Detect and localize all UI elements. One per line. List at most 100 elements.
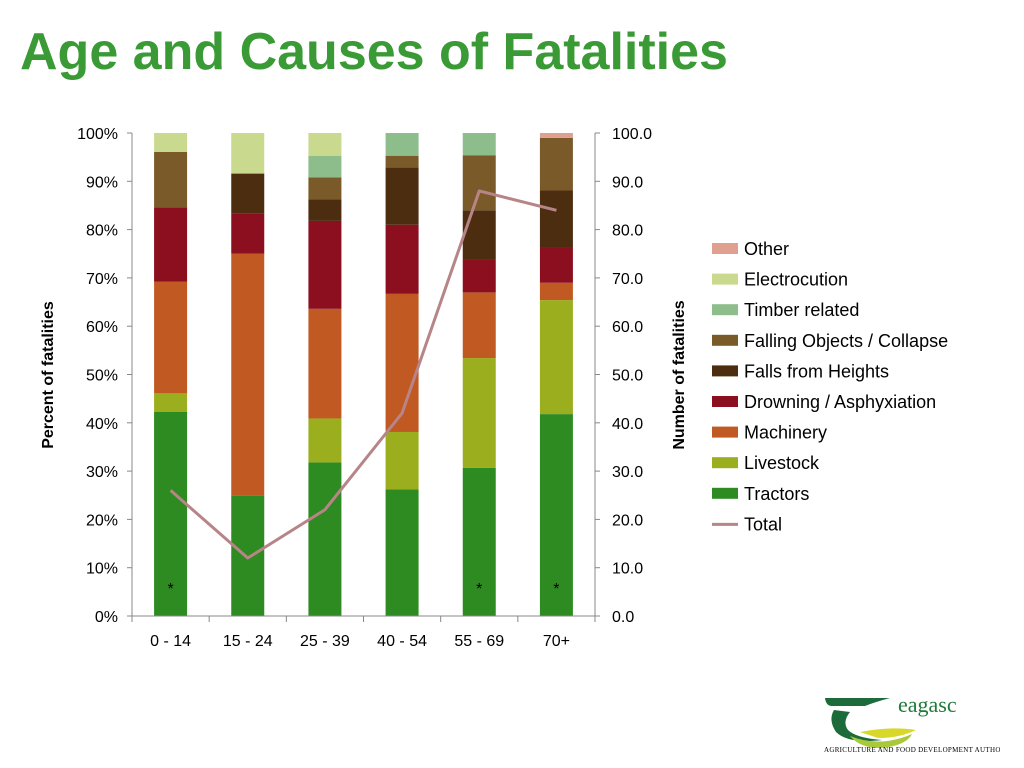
legend-label: Drowning / Asphyxiation	[744, 392, 936, 412]
bar-segment	[385, 167, 419, 225]
bars-layer	[154, 133, 573, 616]
bar-segment	[308, 155, 342, 178]
total-line	[169, 189, 557, 560]
legend-label: Machinery	[744, 423, 827, 443]
legend-swatch	[712, 304, 738, 316]
x-tick-label: 40 - 54	[377, 633, 427, 650]
right-tick-label: 0.0	[612, 609, 634, 626]
right-tick-label: 90.0	[612, 174, 643, 191]
bar-segment	[385, 155, 419, 168]
left-tick-label: 30%	[86, 464, 118, 481]
bar-segment	[462, 210, 496, 260]
left-tick-label: 90%	[86, 174, 118, 191]
x-tick-label: 25 - 39	[300, 633, 350, 650]
bar-segment	[385, 224, 419, 294]
right-tick-label: 20.0	[612, 512, 643, 529]
bar-segment	[154, 393, 188, 412]
logo-wordmark: eagasc	[898, 692, 957, 717]
legend-swatch	[712, 396, 738, 407]
right-tick-label: 10.0	[612, 561, 643, 578]
bar-segment	[462, 155, 496, 211]
legend-label: Electrocution	[744, 270, 848, 290]
bar-segment	[154, 207, 188, 282]
left-tick-label: 10%	[86, 561, 118, 578]
x-tick-label: 0 - 14	[150, 633, 191, 650]
bar-segment	[308, 220, 342, 309]
logo-swoosh-light	[850, 734, 912, 748]
annotation-marker: *	[553, 581, 559, 598]
bar-segment	[154, 133, 188, 152]
logo-swoosh-yellow	[860, 728, 916, 738]
legend-swatch	[712, 365, 738, 377]
legend-label: Other	[744, 239, 789, 259]
left-tick-label: 70%	[86, 271, 118, 288]
y-right-axis-title: Number of fatalities	[671, 300, 688, 449]
left-tick-label: 20%	[86, 512, 118, 529]
right-tick-label: 100.0	[612, 126, 652, 143]
bar-segment	[231, 173, 265, 214]
bar-segment	[385, 133, 419, 156]
legend-swatch	[712, 243, 738, 254]
legend-label: Tractors	[744, 484, 809, 504]
bar-segment	[539, 282, 573, 301]
legend-swatch	[712, 426, 738, 438]
bar-segment	[539, 190, 573, 248]
legend-label: Total	[744, 514, 782, 534]
bar-segment	[462, 259, 496, 293]
bar-segment	[462, 358, 496, 468]
right-tick-label: 70.0	[612, 271, 643, 288]
bar-segment	[154, 151, 188, 208]
x-tick-label: 70+	[543, 633, 570, 650]
left-tick-label: 40%	[86, 416, 118, 433]
bar-segment	[539, 414, 573, 616]
bar-segment	[154, 281, 188, 394]
logo-swoosh-mid	[831, 710, 882, 741]
legend-swatch	[712, 487, 738, 499]
logo-swoosh-dark	[825, 698, 890, 706]
left-tick-label: 60%	[86, 319, 118, 336]
annotation-marker: *	[167, 581, 173, 598]
legend-swatch	[712, 273, 738, 285]
legend-label: Livestock	[744, 453, 820, 473]
bar-segment	[308, 133, 342, 156]
annotation-marker: *	[476, 581, 482, 598]
bar-segment	[231, 495, 265, 616]
legend-label: Falling Objects / Collapse	[744, 331, 948, 351]
legend-swatch	[712, 334, 738, 346]
bar-segment	[154, 411, 188, 616]
x-tick-label: 55 - 69	[454, 633, 504, 650]
slide-title: Age and Causes of Fatalities	[20, 23, 728, 81]
bar-segment	[539, 300, 573, 415]
bar-segment	[308, 199, 342, 221]
right-tick-label: 30.0	[612, 464, 643, 481]
teagasc-logo: eagasc AGRICULTURE AND FOOD DEVELOPMENT …	[824, 692, 1000, 754]
bar-segment	[539, 247, 573, 283]
bar-segment	[231, 133, 265, 174]
bar-segment	[462, 292, 496, 359]
bar-segment	[308, 177, 342, 200]
bar-segment	[385, 431, 419, 490]
left-tick-label: 80%	[86, 223, 118, 240]
right-tick-label: 60.0	[612, 319, 643, 336]
left-tick-label: 100%	[77, 126, 118, 143]
legend-label: Falls from Heights	[744, 361, 889, 381]
legend: Other Electrocution Timber related Falling …	[712, 239, 948, 534]
line-layer	[169, 189, 557, 560]
right-tick-label: 80.0	[612, 223, 643, 240]
left-tick-label: 0%	[95, 609, 118, 626]
axes-layer: 0% 10% 20% 30% 40% 50% 60% 70% 80% 90% 100% 0.0 10.0…	[40, 126, 688, 650]
legend-swatch	[712, 457, 738, 469]
logo-tagline: AGRICULTURE AND FOOD DEVELOPMENT AUTHORI…	[824, 746, 1000, 754]
legend-label: Timber related	[744, 300, 859, 320]
bar-segment	[308, 462, 342, 616]
x-tick-label: 15 - 24	[223, 633, 273, 650]
bar-segment	[231, 253, 265, 496]
bar-segment	[462, 467, 496, 616]
bar-segment	[385, 489, 419, 616]
left-tick-label: 50%	[86, 368, 118, 385]
bar-segment	[231, 213, 265, 254]
bar-segment	[539, 133, 573, 138]
right-tick-label: 40.0	[612, 416, 643, 433]
bar-segment	[308, 418, 342, 463]
